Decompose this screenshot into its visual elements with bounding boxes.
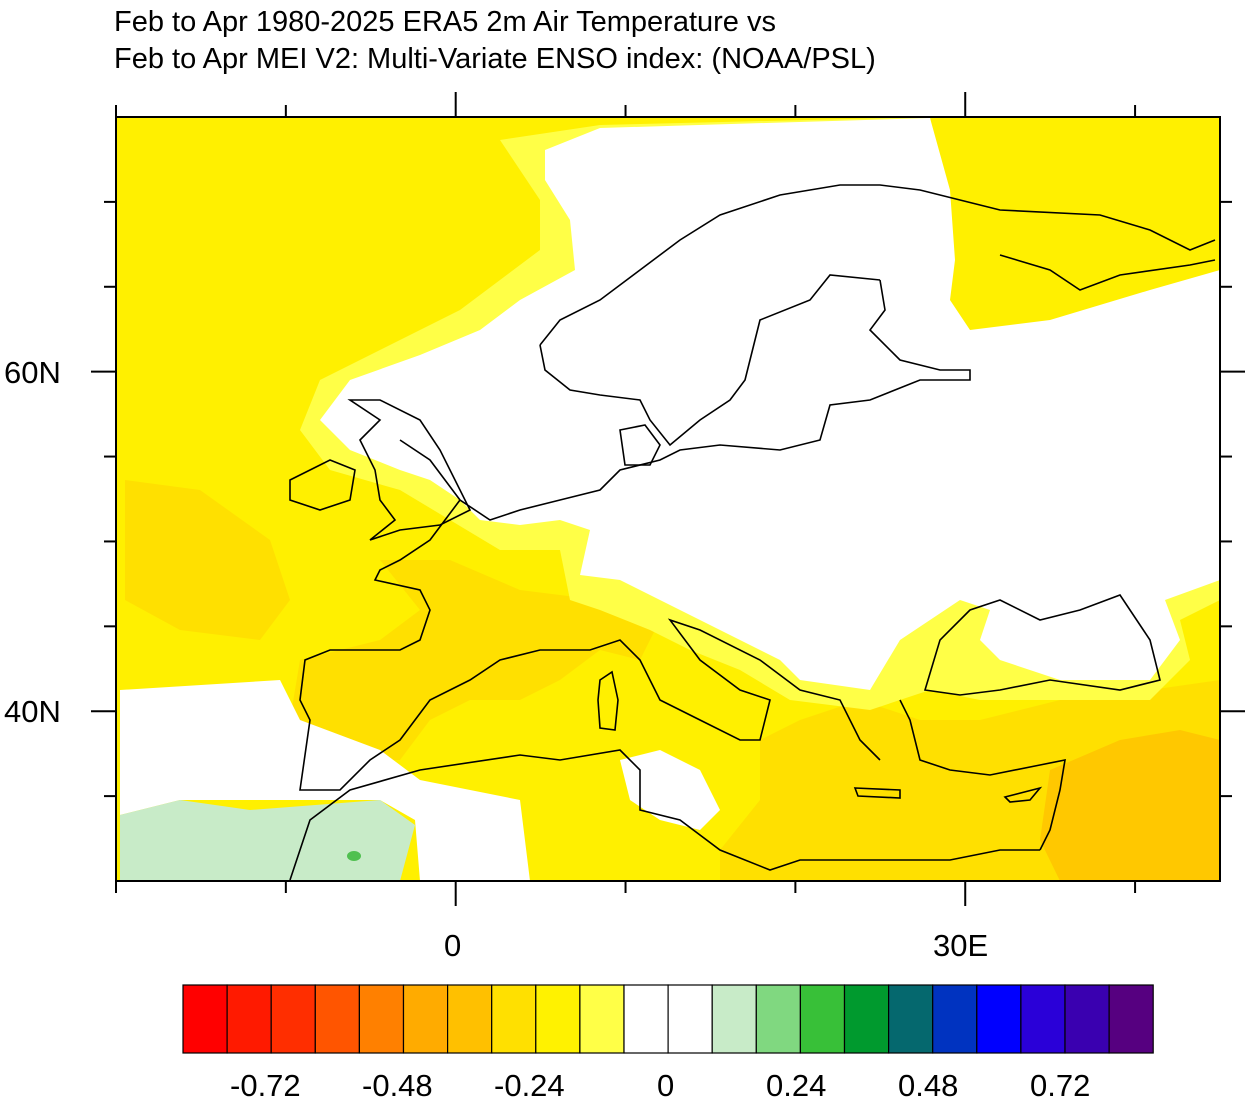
coast-denmark [619,424,661,466]
colorbar-box [623,984,669,1054]
y-tick-label-60n: 60N [4,355,61,390]
title-line-2: Feb to Apr MEI V2: Multi-Variate ENSO in… [114,43,876,75]
coast-cyprus [1003,786,1043,803]
coast-britain [347,399,472,541]
colorbar-label: 0.24 [766,1068,827,1103]
colorbar-box [447,984,493,1054]
field-white-north [320,118,1220,690]
colorbar-label: 0.72 [1030,1068,1091,1103]
coast-crete [853,787,901,799]
colorbar-box [1064,984,1110,1054]
field-gold-atlantic [125,480,290,640]
colorbar-box [799,984,846,1054]
coast-corsica-sardinia [597,670,619,731]
y-tick-label-40n: 40N [4,694,61,729]
shaded-field [116,117,1220,881]
field-green-spot [347,851,361,861]
field-amber-southeast [1040,730,1220,881]
field-light-green-southwest [120,800,415,881]
field-white-north-africa [620,750,720,830]
coast-turkey-levant [899,699,1066,851]
colorbar-box [755,984,801,1054]
colorbar-label: 0.48 [898,1068,959,1103]
colorbar-box [667,984,713,1054]
coast-western-europe [299,499,881,791]
colorbar-label: -0.24 [494,1068,565,1103]
colorbar-label: 0 [657,1068,675,1103]
coast-sweden [539,274,881,447]
coast-kola [999,254,1216,291]
colorbar-box [976,984,1022,1054]
x-tick-label-0: 0 [444,928,462,963]
coast-ireland [289,459,356,511]
colorbar-label: -0.72 [230,1068,301,1103]
coastlines [289,184,1216,881]
axis-ticks [91,92,1245,906]
colorbar-box [535,984,581,1054]
colorbar-box [314,984,360,1054]
colorbar-box [579,984,625,1054]
colorbar-box [358,984,405,1054]
colorbar-box [182,984,228,1054]
colorbar-label: -0.48 [362,1068,433,1103]
colorbar-box [887,984,934,1054]
colorbar-box [932,984,978,1054]
title-line-1: Feb to Apr 1980-2025 ERA5 2m Air Tempera… [114,6,776,38]
colorbar [182,984,1154,1054]
colorbar-box [843,984,890,1054]
field-white-southwest [120,680,530,881]
colorbar-box [402,984,449,1054]
field-gold-iberia-france [290,560,660,760]
map-frame [115,116,1221,882]
colorbar-box [1020,984,1066,1054]
coast-black-sea [923,594,1161,696]
coast-north-africa [289,749,1040,881]
colorbar-box [711,984,757,1054]
coast-scandinavia [539,184,1216,346]
x-tick-label-30e: 30E [933,928,989,963]
colorbar-box [270,984,316,1054]
colorbar-box [1108,984,1154,1054]
colorbar-box [226,984,272,1054]
colorbar-box [491,984,537,1054]
coast-finland-baltic [399,279,971,521]
